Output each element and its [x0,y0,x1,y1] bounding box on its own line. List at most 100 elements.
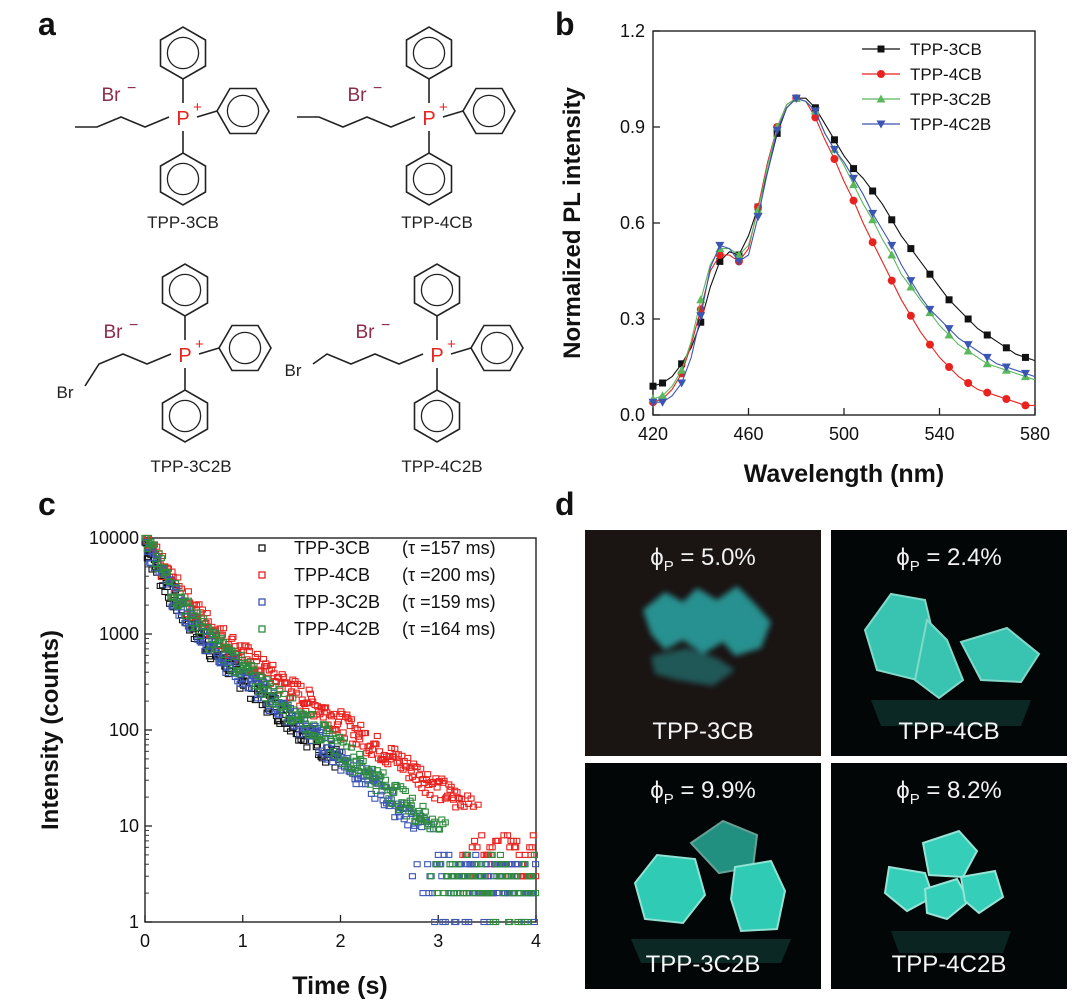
data-point [296,731,304,738]
bromide-ion: Br [102,85,122,106]
x-tick-label: 2 [335,931,345,951]
data-point [336,733,344,740]
data-point [830,155,839,163]
data-point [407,802,415,809]
bond [198,347,220,355]
data-point [183,599,191,606]
data-point [441,918,449,926]
data-point [421,808,429,815]
data-point [427,873,435,880]
photo-tpp-4c2b: ϕP = 8.2% TPP-4C2B [831,763,1067,989]
crystal-image [883,829,1011,953]
data-point [350,732,358,739]
data-point [310,721,318,728]
y-tick-label: 1000 [99,624,139,644]
data-point [472,890,480,897]
data-point [507,861,515,868]
molecule-label: TPP-3C2B [150,457,231,476]
data-point [488,851,496,858]
data-point [306,711,314,718]
data-point [292,689,300,696]
data-point [945,363,954,371]
data-point [176,589,184,596]
data-point [496,851,504,858]
data-point [1021,353,1029,361]
data-point [926,270,934,278]
data-point [500,832,508,839]
aromatic-circle [472,94,506,128]
legend-label: TPP-3CB [910,40,982,59]
data-point [424,771,432,778]
data-point [715,251,724,259]
data-point [658,398,668,407]
data-point [982,353,992,362]
legend-label: TPP-3CB [294,538,370,558]
aromatic-circle [228,331,262,365]
data-point [868,209,878,218]
phenyl-ring [405,26,453,80]
data-point [235,671,243,678]
molecule-label: TPP-4C2B [401,457,482,476]
data-point [944,325,954,334]
data-point [259,686,268,694]
data-point [925,340,934,349]
data-point [887,241,897,250]
data-point [377,773,385,780]
y-tick-label: 0.9 [620,117,645,137]
data-point [444,873,452,880]
data-point [395,758,404,765]
data-point [468,844,476,851]
data-point [486,844,494,851]
x-tick-label: 3 [433,931,443,951]
data-point [254,650,262,657]
data-point [169,593,177,600]
data-point [464,851,472,858]
data-point [224,659,232,666]
bond [442,110,464,118]
data-point [211,629,219,636]
phenyl-ring [159,26,207,80]
y-tick-label: 0.0 [620,405,645,425]
data-point [649,382,657,390]
data-point [434,825,442,832]
bromide-ion: Br [104,322,124,343]
data-point [440,777,448,784]
data-point [419,802,427,809]
data-point [150,541,158,548]
data-point [288,688,296,695]
data-point [305,686,313,693]
data-point [659,379,667,387]
phenyl-ring [216,87,270,135]
data-point [452,918,460,926]
data-point [372,741,380,748]
data-point [380,751,388,759]
data-point [523,918,531,926]
data-point [393,759,401,766]
legend-label: TPP-4C2B [910,115,991,134]
data-point [482,861,490,868]
photo-caption: TPP-3C2B [645,951,761,978]
phenyl-ring [470,324,524,372]
legend-lifetime: (τ =157 ms) [402,538,496,558]
data-point [491,873,499,880]
data-point [238,681,246,688]
quantum-yield-label: ϕP = 9.9% [650,777,756,808]
series-tpp-4cb [141,534,540,897]
aromatic-circle [226,94,260,128]
aromatic-circle [166,162,200,196]
data-point [401,787,409,795]
phenyl-ring [405,152,453,206]
data-point [184,597,192,604]
data-point [254,683,262,690]
data-point [193,602,201,609]
data-point [486,890,494,897]
legend-entry: TPP-3C2B (τ =159 ms) [258,592,496,612]
data-point [513,837,521,844]
data-point [983,388,992,397]
data-point [430,820,438,827]
data-point [475,873,483,880]
data-point [433,784,441,791]
data-point [186,604,194,611]
data-point [352,741,360,748]
